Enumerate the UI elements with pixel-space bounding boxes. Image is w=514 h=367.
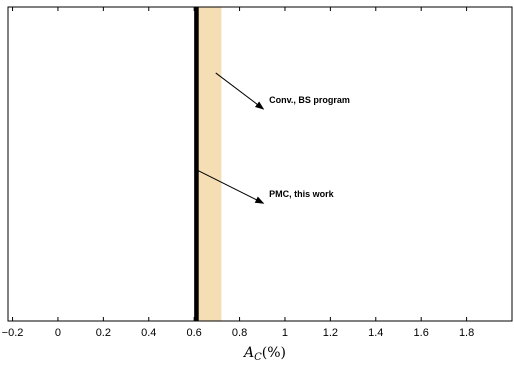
x-axis-label: AC(%) xyxy=(242,345,286,363)
annotations: Conv., BS program PMC, this work xyxy=(197,72,350,204)
annotation-arrow-0 xyxy=(215,72,265,110)
x-axis: −0.2 0 0.2 0.4 0.6 0.8 1 1.2 1.4 1.6 1.8 xyxy=(2,7,474,339)
x-axis-label-unit: (%) xyxy=(262,345,286,361)
x-tick-label: 0.6 xyxy=(187,327,202,339)
x-tick-label: 0.2 xyxy=(96,327,111,339)
x-tick-label: 1.6 xyxy=(414,327,429,339)
band-1 xyxy=(194,7,199,321)
plot-frame xyxy=(7,6,513,322)
x-tick-label: 0.8 xyxy=(232,327,247,339)
x-tick-label: 1.4 xyxy=(368,327,383,339)
annotation-label-1: PMC, this work xyxy=(269,189,335,199)
x-tick-label: 1 xyxy=(282,327,288,339)
x-tick-label: 1.8 xyxy=(459,327,474,339)
x-axis-label-subscript: C xyxy=(254,352,262,363)
x-tick-label: −0.2 xyxy=(2,327,24,339)
x-axis-label-symbol: A xyxy=(242,345,254,361)
band-0 xyxy=(197,7,222,321)
x-tick-label: 1.2 xyxy=(323,327,338,339)
bands xyxy=(194,7,222,321)
annotation-arrow-1 xyxy=(197,169,265,204)
annotation-label-0: Conv., BS program xyxy=(269,95,350,105)
x-tick-label: 0.4 xyxy=(141,327,156,339)
x-tick-label: 0 xyxy=(55,327,61,339)
